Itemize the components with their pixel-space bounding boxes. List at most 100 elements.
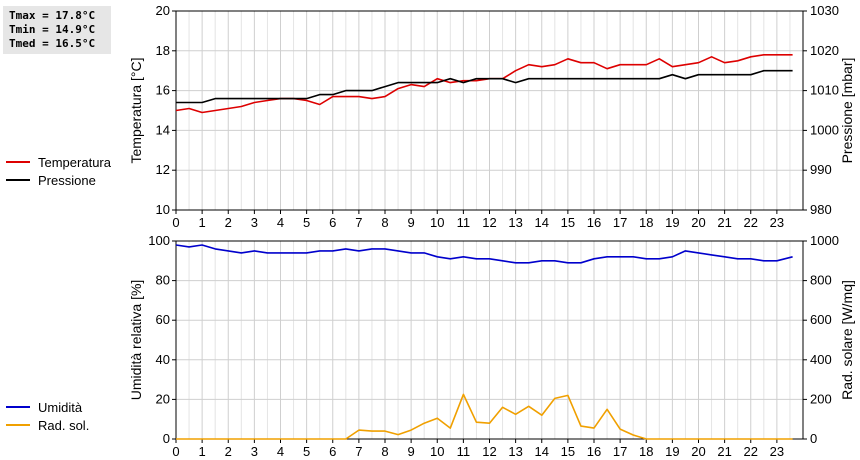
y-tick-label-right: 990	[810, 162, 832, 177]
x-tick-label: 2	[225, 444, 232, 459]
y-tick-label-right: 980	[810, 202, 832, 217]
legend-item-pressione: Pressione	[6, 171, 111, 189]
x-tick-label: 3	[251, 444, 258, 459]
x-tick-label: 20	[691, 215, 705, 230]
legend-swatch-pressione	[6, 179, 30, 181]
x-tick-label: 1	[199, 444, 206, 459]
legend-swatch-umidita	[6, 406, 30, 408]
series-line-umidit	[175, 244, 793, 264]
tmed-text: Tmed = 16.5°C	[9, 37, 96, 50]
y-tick-label-right: 1030	[810, 3, 839, 18]
x-tick-label: 15	[561, 215, 575, 230]
y-tick-label-right: 1010	[810, 83, 839, 98]
x-tick-label: 19	[665, 215, 679, 230]
x-tick-label: 21	[717, 444, 731, 459]
x-tick-label: 0	[172, 444, 179, 459]
y-tick-label-left: 14	[156, 122, 170, 137]
legend-swatch-rad-sol	[6, 424, 30, 426]
series-line-rad-sol	[176, 393, 793, 440]
x-tick-label: 11	[457, 215, 471, 230]
x-tick-label: 5	[303, 215, 310, 230]
legend-item-rad-sol: Rad. sol.	[6, 416, 89, 434]
x-tick-label: 11	[457, 444, 471, 459]
y-tick-label-right: 1000	[810, 233, 839, 248]
legend-swatch-temperatura	[6, 161, 30, 163]
x-tick-label: 20	[691, 444, 705, 459]
x-tick-label: 5	[303, 444, 310, 459]
x-tick-label: 0	[172, 215, 179, 230]
y-tick-label-left: 20	[156, 391, 170, 406]
legend-label-rad-sol: Rad. sol.	[38, 417, 90, 433]
x-tick-label: 19	[665, 444, 679, 459]
legend-top: Temperatura Pressione	[6, 153, 111, 189]
x-tick-label: 22	[744, 215, 758, 230]
x-tick-label: 15	[561, 444, 575, 459]
y-tick-label-right: 0	[810, 431, 817, 446]
x-tick-label: 12	[482, 444, 496, 459]
x-tick-label: 13	[508, 444, 522, 459]
legend-item-umidita: Umidità	[6, 398, 89, 416]
x-tick-label: 10	[430, 215, 444, 230]
tmax-text: Tmax = 17.8°C	[9, 9, 96, 22]
x-tick-label: 17	[613, 444, 627, 459]
x-tick-label: 18	[639, 444, 653, 459]
x-tick-label: 6	[329, 444, 336, 459]
y-tick-label-right: 1000	[810, 122, 839, 137]
x-tick-label: 9	[408, 215, 415, 230]
x-tick-label: 12	[482, 215, 496, 230]
x-tick-label: 10	[430, 444, 444, 459]
y-tick-label-left: 18	[156, 43, 170, 58]
y-tick-label-left: 12	[156, 162, 170, 177]
x-tick-label: 3	[251, 215, 258, 230]
y-tick-label-left: 0	[163, 431, 170, 446]
y-axis-label-right: Rad. solare [W/mq]	[839, 280, 855, 400]
y-tick-label-right: 200	[810, 391, 832, 406]
x-tick-label: 7	[355, 444, 362, 459]
y-tick-label-right: 600	[810, 312, 832, 327]
x-tick-label: 4	[277, 444, 284, 459]
y-tick-label-left: 100	[148, 233, 170, 248]
x-tick-label: 18	[639, 215, 653, 230]
y-tick-label-right: 800	[810, 273, 832, 288]
plot-frame	[175, 240, 804, 440]
x-tick-label: 14	[535, 444, 549, 459]
x-tick-label: 22	[744, 444, 758, 459]
y-tick-label-left: 60	[156, 312, 170, 327]
y-tick-label-left: 10	[156, 202, 170, 217]
y-axis-label-left: Umidità relativa [%]	[128, 280, 144, 401]
y-axis-label-right: Pressione [mbar]	[839, 58, 855, 164]
legend-label-umidita: Umidità	[38, 399, 83, 415]
tmin-text: Tmin = 14.9°C	[9, 23, 96, 36]
y-tick-label-left: 16	[156, 83, 170, 98]
x-tick-label: 7	[355, 215, 362, 230]
stats-box: Tmax = 17.8°C Tmin = 14.9°C Tmed = 16.5°…	[3, 6, 111, 54]
x-tick-label: 13	[508, 215, 522, 230]
x-tick-label: 21	[717, 215, 731, 230]
x-tick-label: 2	[225, 215, 232, 230]
x-tick-label: 6	[329, 215, 336, 230]
x-tick-label: 16	[587, 444, 601, 459]
x-tick-label: 23	[770, 215, 784, 230]
y-tick-label-left: 20	[156, 3, 170, 18]
x-tick-label: 9	[408, 444, 415, 459]
x-tick-label: 17	[613, 215, 627, 230]
x-tick-label: 8	[381, 215, 388, 230]
x-tick-label: 14	[535, 215, 549, 230]
y-axis-label-left: Temperatura [°C]	[128, 58, 144, 164]
x-tick-label: 4	[277, 215, 284, 230]
legend-label-temperatura: Temperatura	[38, 154, 111, 170]
y-tick-label-right: 400	[810, 352, 832, 367]
x-tick-label: 16	[587, 215, 601, 230]
x-tick-label: 8	[381, 444, 388, 459]
series-line-temperatura	[175, 53, 793, 114]
x-tick-label: 1	[199, 215, 206, 230]
legend-bottom: Umidità Rad. sol.	[6, 398, 89, 434]
x-tick-label: 23	[770, 444, 784, 459]
series-line-pressione	[176, 69, 793, 104]
y-tick-label-left: 80	[156, 273, 170, 288]
legend-label-pressione: Pressione	[38, 172, 96, 188]
y-tick-label-left: 40	[156, 352, 170, 367]
legend-item-temperatura: Temperatura	[6, 153, 111, 171]
y-tick-label-right: 1020	[810, 43, 839, 58]
